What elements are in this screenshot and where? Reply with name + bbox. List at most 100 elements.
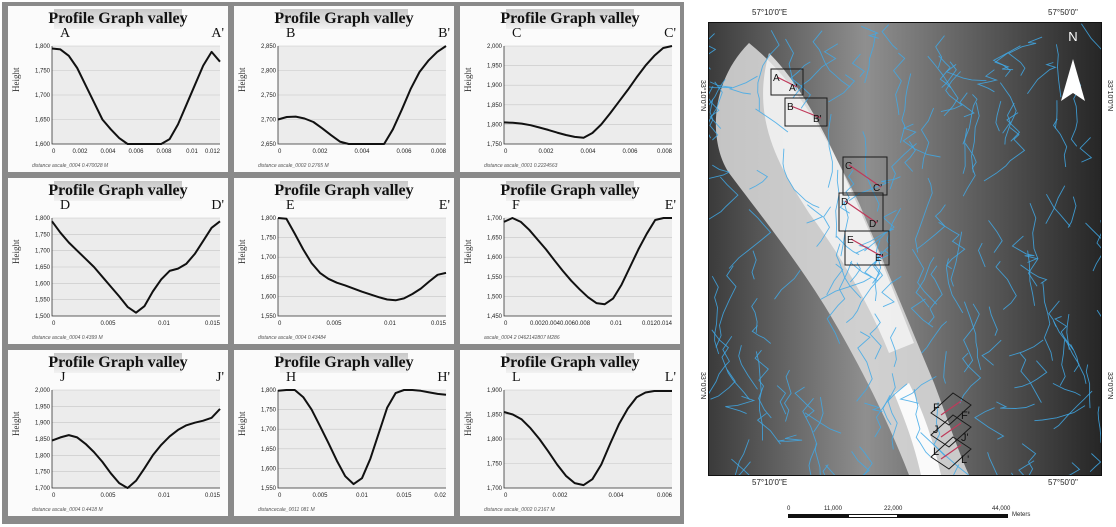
axes	[503, 390, 672, 489]
profile-line	[776, 76, 798, 88]
stream-line	[890, 327, 897, 368]
profile-line	[848, 164, 882, 188]
coord-bottom-left: 57°10'0"E	[752, 478, 788, 487]
stream-line	[889, 143, 917, 190]
stream-line	[1002, 102, 1015, 134]
y-tick-label: 2,700	[261, 118, 277, 124]
elevation-profile-line	[277, 217, 447, 302]
stream-line	[751, 250, 757, 280]
box-end-label: E'	[875, 253, 884, 264]
stream-line	[869, 313, 882, 360]
profile-start-label: H	[286, 370, 297, 385]
stream-line	[826, 260, 853, 344]
stream-line	[790, 61, 811, 99]
stream-line	[899, 376, 937, 404]
box-end-label: J'	[961, 432, 969, 444]
stream-line	[881, 24, 898, 50]
y-tick-label: 1,750	[261, 236, 277, 242]
stream-line	[1066, 314, 1070, 350]
y-tick-label: 1,700	[261, 255, 277, 261]
box-start-label: B	[787, 102, 794, 113]
profile-title: Profile Graph valley	[460, 353, 680, 373]
scale-seg-2	[848, 514, 898, 518]
profile-line	[940, 422, 962, 438]
x-tick-label: 0	[504, 321, 508, 327]
scale-seg-3	[898, 514, 1008, 518]
coord-left-top: 33°10'0"N	[699, 80, 706, 112]
stream-line	[1027, 203, 1039, 287]
elevation-profile-line	[503, 390, 672, 487]
y-tick-label: 1,750	[35, 470, 51, 476]
stream-line	[802, 398, 821, 475]
x-tick-label: 0.004	[354, 149, 370, 155]
profile-end-label: H'	[437, 370, 450, 385]
stream-line	[1045, 185, 1066, 224]
x-tick-label: 0	[504, 149, 508, 155]
stream-line	[711, 329, 750, 400]
stream-line	[711, 275, 720, 355]
stream-line	[1021, 443, 1037, 475]
stream-line	[774, 270, 801, 300]
profile-start-label: E	[286, 198, 295, 213]
x-tick-label: 0.012	[205, 149, 221, 155]
map-canvas: A A' B B' C C' D D' E E' F F' J J' L L' N	[709, 23, 1101, 475]
stream-line	[757, 30, 780, 111]
profile-title: Profile Graph valley	[460, 181, 680, 201]
stream-line	[996, 401, 1035, 409]
stream-line	[1092, 220, 1101, 272]
stream-line	[709, 81, 733, 89]
stream-line	[927, 265, 943, 325]
stream-line	[856, 331, 873, 402]
stream-line	[804, 412, 842, 434]
y-tick-label: 1,850	[487, 413, 503, 419]
stream-line	[738, 345, 758, 390]
stream-line	[988, 306, 998, 336]
elevation-profile-line	[503, 45, 673, 139]
stream-line	[709, 85, 722, 129]
stream-line	[782, 148, 820, 209]
y-tick-label: 1,500	[487, 294, 503, 300]
profile-panel-9: Profile Graph valley L L' Height distance as…	[460, 350, 680, 516]
x-tick-label: 0.015	[205, 493, 221, 499]
stream-line	[971, 102, 980, 173]
scale-seg-1	[788, 514, 848, 518]
box-end-label: A'	[789, 83, 798, 94]
profile-box	[770, 68, 804, 96]
profile-box	[784, 97, 828, 127]
stream-line	[1053, 320, 1080, 373]
plot-area	[278, 218, 446, 316]
profile-panel-8: Profile Graph valley H H' Height distancecal…	[234, 350, 454, 516]
stream-line	[941, 61, 957, 88]
stream-line	[953, 464, 960, 475]
stream-line	[1027, 62, 1057, 95]
coord-left-bottom: 33°0'0"N	[699, 372, 706, 400]
x-tick-label: 0	[52, 149, 56, 155]
distance-caption: distance ascale_0002 0.2765 M	[258, 163, 329, 169]
stream-line	[1085, 222, 1101, 239]
x-tick-label: 0.01	[356, 493, 368, 499]
stream-line	[1059, 340, 1066, 386]
stream-line	[1048, 300, 1060, 327]
stream-line	[728, 209, 772, 269]
coord-bottom-right: 57°50'0"	[1048, 478, 1078, 487]
stream-line	[735, 439, 750, 475]
y-tick-label: 1,750	[35, 232, 51, 238]
scale-tick-0: 0	[787, 506, 791, 512]
stream-line	[882, 395, 892, 426]
y-tick-label: 1,650	[261, 447, 277, 453]
stream-line	[1079, 137, 1093, 163]
stream-line	[1018, 460, 1035, 475]
profile-boxes: A A' B B' C C' D D' E E' F F' J J' L L'	[770, 68, 972, 470]
stream-line	[913, 388, 931, 457]
y-tick-label: 1,600	[35, 142, 51, 148]
stream-line	[1054, 100, 1058, 129]
x-tick-label: 0.01	[610, 321, 622, 327]
stream-line	[1068, 462, 1081, 475]
stream-line	[783, 369, 792, 422]
stream-line	[839, 170, 855, 214]
stream-line	[816, 206, 831, 247]
stream-line	[1042, 282, 1053, 361]
